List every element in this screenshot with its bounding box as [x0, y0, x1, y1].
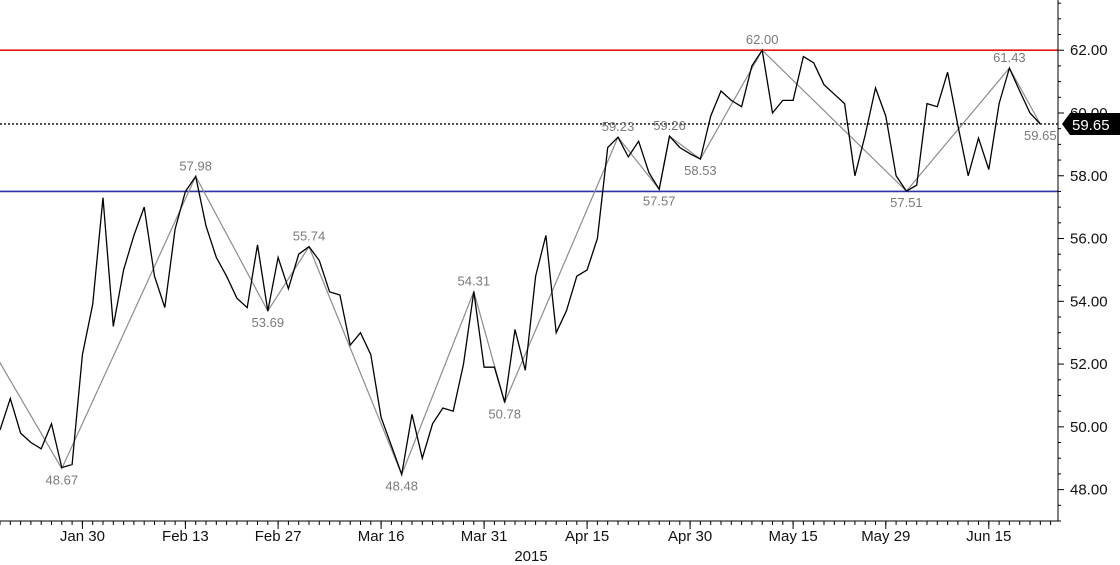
- x-tick-label: Mar 31: [461, 528, 508, 545]
- swing-label: 58.53: [684, 163, 717, 178]
- swing-label: 53.69: [252, 315, 285, 330]
- swing-label: 54.31: [458, 274, 491, 289]
- x-tick-label: Jan 30: [60, 528, 105, 545]
- x-tick-label: Apr 15: [565, 528, 609, 545]
- swing-label: 48.48: [385, 479, 418, 494]
- swing-line: [0, 49, 1041, 477]
- swing-label: 50.78: [488, 406, 521, 421]
- price-line: [0, 48, 1041, 478]
- swing-label: 59.26: [653, 118, 686, 133]
- swing-label: 48.67: [46, 473, 79, 488]
- y-tick-label: 48.00: [1070, 482, 1108, 499]
- y-tick-label: 58.00: [1070, 168, 1108, 185]
- swing-label: 57.98: [179, 158, 212, 173]
- x-tick-label: Feb 27: [255, 528, 302, 545]
- x-tick-label: Apr 30: [668, 528, 712, 545]
- swing-label: 57.57: [643, 193, 676, 208]
- y-tick-label: 62.00: [1070, 42, 1108, 59]
- swing-label: 59.23: [602, 119, 635, 134]
- x-axis-year-label: 2015: [514, 548, 547, 565]
- last-value-label: 59.65: [1072, 117, 1110, 134]
- y-tick-label: 52.00: [1070, 356, 1108, 373]
- swing-label: 55.74: [293, 229, 326, 244]
- swing-label: 59.65: [1024, 128, 1057, 143]
- x-tick-label: May 15: [768, 528, 817, 545]
- swing-label: 57.51: [890, 195, 923, 210]
- y-tick-label: 50.00: [1070, 419, 1108, 436]
- x-tick-label: Feb 13: [162, 528, 209, 545]
- x-tick-label: May 29: [861, 528, 910, 545]
- last-value-tag: [1062, 112, 1120, 135]
- swing-label: 62.00: [746, 32, 779, 47]
- x-tick-label: Jun 15: [966, 528, 1011, 545]
- x-tick-label: Mar 16: [358, 528, 405, 545]
- y-tick-label: 56.00: [1070, 231, 1108, 248]
- y-tick-label: 54.00: [1070, 293, 1108, 310]
- swing-label: 61.43: [993, 50, 1026, 65]
